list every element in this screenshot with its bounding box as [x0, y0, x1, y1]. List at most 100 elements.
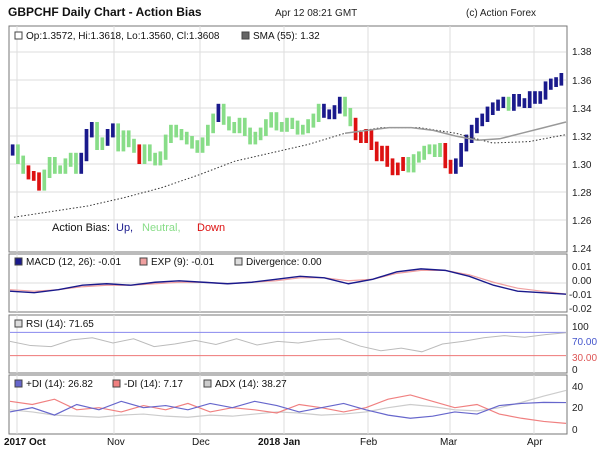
plus-di-legend: +DI (14): 26.82: [26, 379, 93, 390]
adx-tick: 20: [572, 403, 584, 414]
price-candle: [533, 91, 537, 104]
price-candle: [427, 144, 432, 155]
price-candle: [169, 124, 173, 143]
chart-copyright: (c) Action Forex: [466, 8, 536, 19]
price-candle: [10, 144, 15, 156]
price-candle: [21, 155, 26, 174]
price-candle: [548, 78, 553, 90]
price-candle: [237, 117, 242, 134]
price-candle: [522, 98, 527, 108]
price-candle: [506, 96, 511, 111]
price-candle: [53, 157, 57, 174]
price-candle: [206, 124, 210, 146]
adx-legend: ADX (14): 38.27: [215, 379, 287, 390]
rsi-panel: [8, 314, 568, 374]
price-candle: [211, 113, 215, 134]
price-candle: [179, 129, 184, 141]
price-candle: [248, 127, 252, 145]
bias-legend-neutral: Neutral,: [142, 222, 181, 234]
price-candle: [79, 152, 84, 174]
price-candle: [332, 105, 337, 120]
x-axis-label: Dec: [192, 437, 210, 448]
price-candle: [232, 122, 237, 134]
price-candle: [517, 94, 521, 107]
price-tick: 1.28: [572, 188, 592, 199]
rsi-tick-30: 30.00: [572, 353, 597, 364]
price-candle: [63, 158, 68, 174]
price-candle: [58, 165, 62, 174]
price-candle: [290, 117, 295, 129]
bias-legend-up: Up,: [116, 222, 133, 234]
macd-tick: 0.01: [572, 262, 592, 273]
price-candle: [395, 162, 400, 176]
price-candle: [279, 122, 284, 132]
rsi-legend: RSI (14): 71.65: [26, 319, 94, 330]
price-candle: [464, 134, 469, 152]
plus-di-legend-swatch: [14, 379, 23, 388]
macd-legend-swatch: [14, 257, 23, 266]
price-candle: [300, 124, 305, 135]
price-candle: [559, 73, 564, 86]
price-candle: [527, 91, 532, 108]
price-candle: [432, 144, 437, 157]
price-candle: [190, 136, 194, 149]
price-candle: [274, 112, 279, 131]
price-candle: [390, 158, 395, 176]
price-candle: [126, 130, 131, 148]
price-candle: [132, 138, 136, 153]
rsi-tick-70: 70.00: [572, 337, 597, 348]
adx-legend-swatch: [203, 379, 212, 388]
exp-legend-swatch: [139, 257, 148, 266]
price-candle: [253, 131, 258, 145]
price-candle: [100, 137, 105, 150]
price-candle: [543, 81, 548, 100]
price-candle: [538, 91, 543, 104]
price-candle: [422, 145, 427, 160]
price-candle: [485, 106, 490, 122]
macd-tick: -0.01: [569, 290, 592, 301]
price-candle: [16, 144, 20, 164]
ohlc-legend: Op:1.3572, Hi:1.3618, Lo:1.3560, Cl:1.36…: [26, 31, 220, 42]
price-tick: 1.34: [572, 104, 592, 115]
price-candle: [142, 144, 147, 164]
price-candle: [554, 77, 558, 87]
price-candle: [322, 103, 326, 118]
price-candle: [74, 152, 78, 174]
price-tick: 1.26: [572, 216, 592, 227]
price-candle: [105, 129, 110, 146]
price-candle: [68, 152, 73, 167]
adx-line: [9, 389, 567, 418]
price-candle: [26, 165, 31, 180]
price-candle: [216, 103, 221, 122]
price-candle: [385, 145, 390, 167]
price-candle: [147, 144, 152, 162]
bias-legend-down: Down: [197, 222, 225, 234]
price-candle: [200, 137, 205, 153]
price-candle: [285, 117, 289, 132]
price-candle: [306, 119, 310, 134]
price-candle: [153, 152, 157, 166]
bias-legend-label: Action Bias:: [52, 222, 110, 234]
price-candle: [311, 113, 316, 128]
price-candle: [327, 109, 332, 120]
price-candle: [512, 94, 516, 111]
price-candle: [369, 129, 374, 150]
price-candle: [31, 171, 36, 181]
rsi-tick: 0: [572, 365, 578, 376]
price-candle: [417, 151, 421, 163]
macd-tick: -0.02: [569, 304, 592, 315]
price-candle: [316, 103, 321, 122]
macd-legend: MACD (12, 26): -0.01: [26, 257, 121, 268]
macd-line: [9, 268, 567, 295]
adx-tick: 0: [572, 425, 578, 436]
price-candle: [475, 117, 479, 134]
exp-legend: EXP (9): -0.01: [151, 257, 215, 268]
exp-line: [9, 269, 567, 295]
sma-legend-swatch: [241, 31, 250, 40]
price-candle: [501, 96, 506, 108]
price-candle: [380, 145, 384, 162]
price-tick: 1.24: [572, 244, 592, 255]
data-marks: [9, 73, 567, 424]
price-candle: [95, 122, 99, 150]
price-candle: [406, 157, 411, 173]
